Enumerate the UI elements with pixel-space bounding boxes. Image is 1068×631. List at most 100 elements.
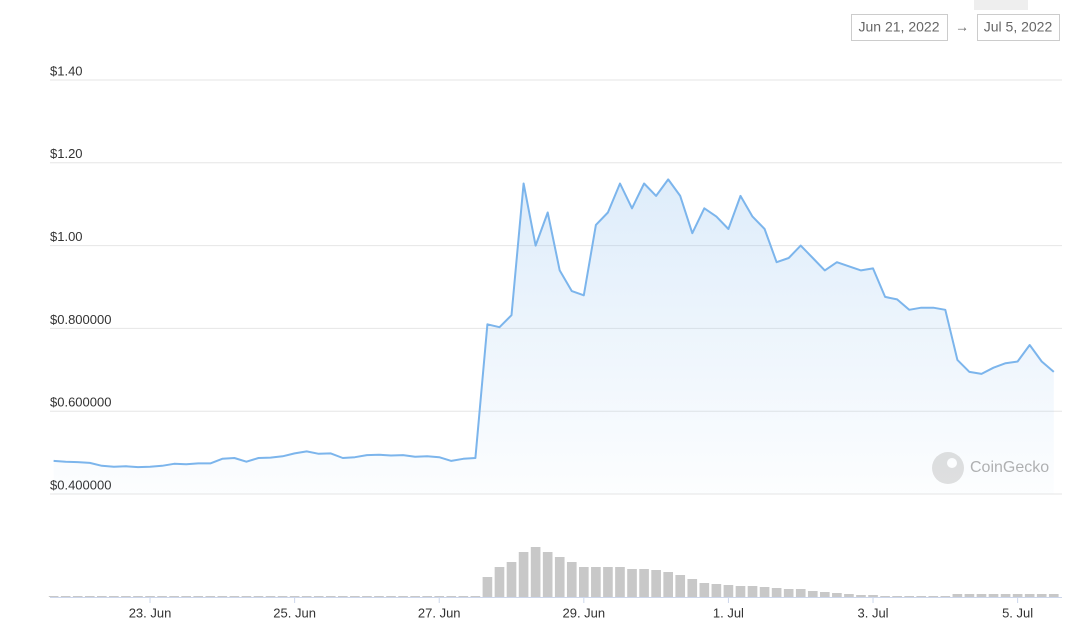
y-tick-label: $1.20 bbox=[50, 146, 83, 161]
y-tick-label: $0.600000 bbox=[50, 395, 111, 410]
range-button[interactable] bbox=[974, 0, 1028, 10]
volume-bar bbox=[554, 557, 565, 597]
volume-bar bbox=[374, 596, 384, 597]
volume-bar bbox=[832, 593, 842, 597]
volume-bar bbox=[783, 589, 794, 597]
price-area bbox=[53, 179, 1054, 494]
volume-bar bbox=[807, 591, 818, 597]
watermark-logo-eye bbox=[947, 458, 957, 468]
volume-bar bbox=[84, 596, 95, 597]
volume-bar bbox=[518, 552, 529, 597]
volume-bar bbox=[952, 594, 963, 597]
volume-bar bbox=[60, 596, 71, 597]
volume-bar bbox=[169, 596, 179, 597]
volume-bar bbox=[482, 577, 493, 597]
volume-bar bbox=[325, 596, 336, 597]
watermark-text: CoinGecko bbox=[970, 459, 1049, 476]
plot: $0.400000$0.600000$0.800000$1.00$1.20$1.… bbox=[48, 63, 1062, 620]
volume-bar bbox=[747, 586, 758, 597]
volume-bar bbox=[964, 594, 975, 597]
volume-bar bbox=[844, 594, 854, 597]
volume-bar bbox=[880, 596, 890, 597]
date-to-box[interactable] bbox=[977, 14, 1060, 41]
volume-bar bbox=[663, 572, 673, 597]
volume-bar bbox=[675, 575, 686, 597]
volume-bar bbox=[434, 596, 445, 597]
volume-bar bbox=[205, 596, 216, 597]
volume-bar bbox=[386, 596, 396, 597]
volume-bar bbox=[350, 596, 360, 597]
volume-bar bbox=[422, 596, 432, 597]
volume-bar bbox=[97, 596, 107, 597]
volume-bar bbox=[892, 596, 902, 597]
volume-bar bbox=[735, 586, 746, 597]
volume-bar bbox=[121, 596, 131, 597]
volume-bar bbox=[313, 596, 324, 597]
volume-bar bbox=[157, 596, 167, 597]
date-from[interactable]: Jun 21, 2022 bbox=[859, 19, 940, 35]
volume-bar bbox=[241, 596, 252, 597]
volume-bar bbox=[398, 596, 408, 597]
volume-bar bbox=[904, 596, 914, 597]
volume-bar bbox=[193, 596, 204, 597]
volume-bar bbox=[470, 596, 481, 597]
volume-bar bbox=[145, 596, 155, 597]
volume-bar bbox=[362, 596, 372, 597]
volume-bar bbox=[277, 596, 288, 597]
volume-bar bbox=[856, 595, 866, 597]
y-tick-label: $1.40 bbox=[50, 63, 83, 78]
volume-bar bbox=[530, 547, 541, 597]
watermark-logo bbox=[932, 452, 964, 484]
volume-bar bbox=[338, 596, 348, 597]
volume-bar bbox=[410, 596, 420, 597]
x-tick-label: 5. Jul bbox=[1002, 605, 1033, 620]
volume-bar bbox=[940, 596, 951, 597]
watermark: CoinGecko bbox=[932, 452, 1049, 484]
volume-bar bbox=[506, 562, 517, 597]
x-tick-label: 25. Jun bbox=[273, 605, 316, 620]
volume-bar bbox=[1048, 594, 1059, 597]
volume-bar bbox=[181, 596, 191, 597]
volume-bar bbox=[253, 596, 264, 597]
volume-bar bbox=[615, 567, 625, 597]
volume-bar bbox=[699, 583, 710, 597]
y-tick-label: $0.800000 bbox=[50, 312, 111, 327]
volume-bar bbox=[651, 570, 661, 597]
volume-bar bbox=[494, 567, 505, 597]
volume-bar bbox=[976, 594, 987, 597]
volume-bar bbox=[771, 588, 782, 597]
volume-bar bbox=[1000, 594, 1011, 597]
volume-bar bbox=[446, 596, 457, 597]
volume-bar bbox=[217, 596, 228, 597]
x-tick-label: 3. Jul bbox=[857, 605, 888, 620]
volume-bar bbox=[627, 569, 637, 597]
volume-bar bbox=[988, 594, 999, 597]
volume-bar bbox=[1024, 594, 1035, 597]
volume-bar bbox=[542, 552, 553, 597]
volume-bar bbox=[265, 596, 276, 597]
volume-bar bbox=[48, 596, 59, 597]
x-tick-label: 29. Jun bbox=[562, 605, 605, 620]
volume-bar bbox=[928, 596, 939, 597]
volume-bar bbox=[687, 579, 698, 597]
volume-bar bbox=[289, 596, 300, 597]
volume-bar bbox=[458, 596, 469, 597]
volume-bar bbox=[639, 569, 649, 597]
x-tick-label: 27. Jun bbox=[418, 605, 461, 620]
volume-bar bbox=[603, 567, 613, 597]
volume-bar bbox=[868, 595, 878, 597]
volume-bar bbox=[301, 596, 312, 597]
date-separator: → bbox=[955, 19, 969, 35]
volume-bar bbox=[229, 596, 240, 597]
volume-bar bbox=[759, 587, 770, 597]
volume-bar bbox=[916, 596, 927, 597]
x-tick-label: 1. Jul bbox=[713, 605, 744, 620]
date-from-box[interactable] bbox=[851, 14, 948, 41]
volume-bar bbox=[820, 592, 830, 597]
volume-bar bbox=[133, 596, 143, 597]
volume-bar bbox=[1012, 594, 1023, 597]
date-to[interactable]: Jul 5, 2022 bbox=[984, 19, 1053, 35]
y-tick-label: $1.00 bbox=[50, 229, 83, 244]
